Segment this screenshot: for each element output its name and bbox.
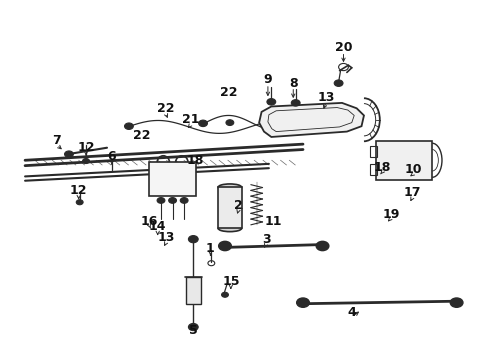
Text: 17: 17 [403, 186, 421, 199]
Text: 11: 11 [264, 215, 282, 228]
Circle shape [157, 198, 164, 203]
Circle shape [64, 151, 73, 157]
Ellipse shape [218, 184, 241, 190]
Circle shape [218, 241, 231, 251]
Bar [149, 162, 195, 196]
Bar [375, 140, 431, 180]
Text: 22: 22 [157, 102, 174, 115]
Ellipse shape [218, 225, 241, 231]
Circle shape [168, 198, 176, 203]
Text: 18: 18 [373, 161, 390, 174]
Polygon shape [259, 103, 363, 137]
Text: 14: 14 [149, 220, 166, 233]
Circle shape [188, 235, 198, 243]
Circle shape [333, 80, 342, 86]
Circle shape [225, 120, 233, 126]
Circle shape [76, 200, 83, 205]
Circle shape [221, 292, 228, 297]
Bar [185, 277, 200, 304]
Text: 5: 5 [188, 324, 197, 337]
Text: 21: 21 [182, 113, 199, 126]
Bar [369, 164, 376, 175]
Text: 1: 1 [205, 242, 214, 255]
Text: 2: 2 [234, 199, 243, 212]
Circle shape [180, 198, 188, 203]
Text: 4: 4 [346, 306, 355, 319]
Circle shape [291, 100, 300, 106]
Text: 9: 9 [263, 73, 272, 86]
Circle shape [82, 158, 89, 163]
Text: 6: 6 [107, 150, 116, 163]
Text: 13: 13 [317, 91, 334, 104]
Bar [369, 146, 376, 157]
Text: 13: 13 [158, 231, 175, 244]
Text: 22: 22 [220, 86, 237, 99]
Circle shape [449, 298, 462, 307]
Text: 15: 15 [222, 275, 239, 288]
Text: 8: 8 [288, 77, 297, 90]
Circle shape [296, 298, 309, 307]
Circle shape [188, 323, 198, 330]
Text: 22: 22 [133, 129, 150, 142]
Bar [218, 187, 241, 228]
Text: 12: 12 [70, 184, 87, 197]
Text: 3: 3 [262, 233, 270, 246]
Circle shape [316, 241, 328, 251]
Text: 18: 18 [187, 154, 204, 167]
Circle shape [124, 123, 133, 130]
Text: 10: 10 [404, 163, 422, 176]
Text: 7: 7 [52, 134, 61, 147]
Text: 19: 19 [381, 208, 399, 221]
Text: 12: 12 [77, 141, 95, 154]
Text: 20: 20 [334, 41, 351, 54]
Circle shape [198, 120, 207, 127]
Text: 16: 16 [141, 215, 158, 228]
Circle shape [266, 99, 275, 105]
